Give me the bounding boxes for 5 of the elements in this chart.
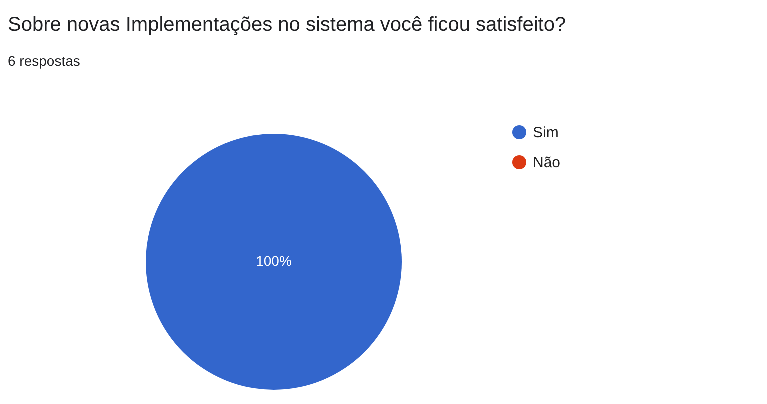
chart-subtitle: 6 respostas xyxy=(8,53,80,69)
legend-label: Sim xyxy=(533,124,559,142)
legend-label: Não xyxy=(533,154,561,172)
chart-title: Sobre novas Implementações no sistema você ficou satisfeito? xyxy=(8,14,566,36)
data-label: 100% xyxy=(256,253,292,269)
